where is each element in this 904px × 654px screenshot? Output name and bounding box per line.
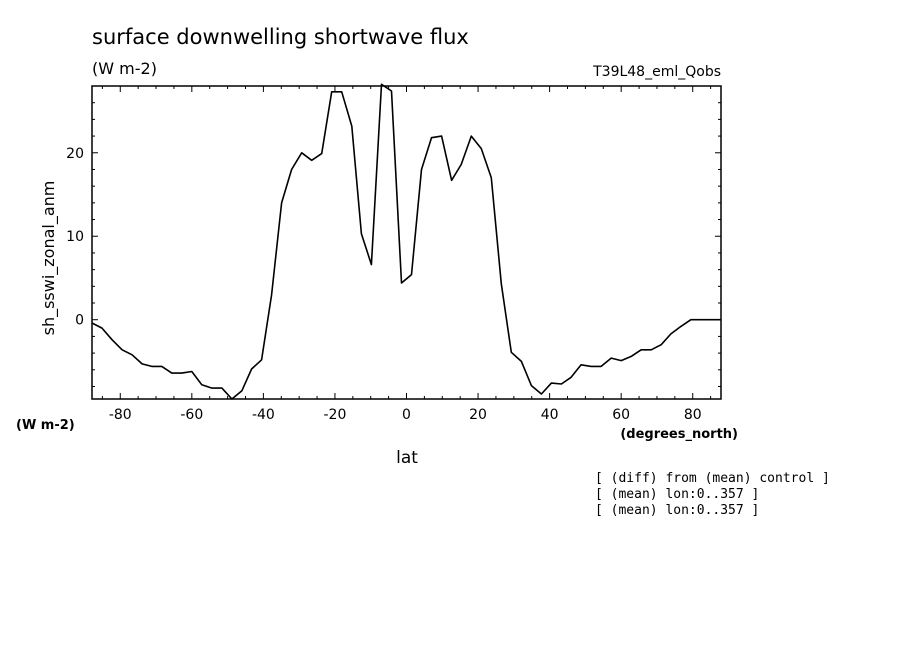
series-line xyxy=(91,83,721,400)
x-tick-label: 80 xyxy=(684,407,702,423)
y-tick-label: 20 xyxy=(66,146,84,162)
x-axis-label: lat xyxy=(396,448,418,468)
x-tick-label: -20 xyxy=(324,407,347,423)
y-tick-label: 0 xyxy=(75,313,84,329)
x-tick-label: -60 xyxy=(180,407,203,423)
y-axis-units: (W m-2) xyxy=(16,418,75,433)
annotation-mean-lon-2: [ (mean) lon:0..357 ] xyxy=(595,503,759,518)
annotation-mean-lon-1: [ (mean) lon:0..357 ] xyxy=(595,487,759,502)
x-tick-labels: -80 -60 -40 -20 0 20 40 60 80 xyxy=(109,407,702,423)
x-tick-label: 60 xyxy=(612,407,630,423)
chart-units: (W m-2) xyxy=(92,59,157,78)
chart-title: surface downwelling shortwave flux xyxy=(92,25,469,49)
x-tick-label: 20 xyxy=(469,407,487,423)
run-label: T39L48_eml_Qobs xyxy=(592,64,721,80)
y-tick-label: 10 xyxy=(66,229,84,245)
axis-ticks xyxy=(92,86,721,399)
x-tick-label: 0 xyxy=(402,407,411,423)
x-axis-units: (degrees_north) xyxy=(620,427,738,442)
x-tick-label: -40 xyxy=(252,407,275,423)
annotation-diff: [ (diff) from (mean) control ] xyxy=(595,471,830,486)
plot-frame xyxy=(91,85,722,400)
x-tick-label: 40 xyxy=(541,407,559,423)
y-axis-label: sh_sswi_zonal_anm xyxy=(39,181,59,336)
y-tick-labels: 0 10 20 xyxy=(66,146,84,329)
x-tick-label: -80 xyxy=(109,407,132,423)
